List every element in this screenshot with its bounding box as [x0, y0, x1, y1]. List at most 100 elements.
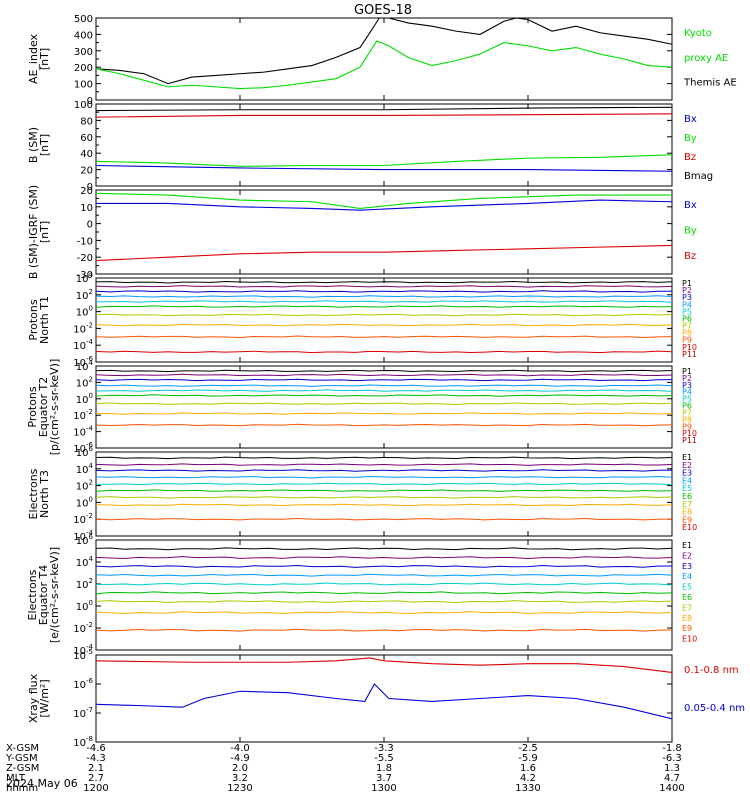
series-line — [95, 469, 673, 472]
figure-title: GOES-18 — [354, 3, 412, 18]
y-tick-label: 100 — [76, 495, 93, 509]
series-line — [95, 482, 673, 486]
legend-p6: P6 — [682, 314, 692, 323]
y-tick-label: 10-5 — [73, 648, 93, 662]
series-line — [95, 496, 673, 499]
y-tick-label: 10-2 — [73, 621, 93, 635]
x-row-value: 1300 — [371, 783, 396, 794]
series-line — [95, 113, 673, 118]
panel-bigrf: -30 -20 -10 0 10 20 B (SM)-IGRF (SM)[nT] Bx By Bz — [27, 185, 697, 281]
legend-p10: P10 — [682, 429, 697, 438]
legend-p3: P3 — [682, 293, 692, 302]
y-tick-label: 102 — [76, 479, 93, 493]
y-axis-label: Equator T2 — [37, 377, 50, 437]
series-line — [95, 350, 673, 354]
y-tick-label: 104 — [76, 555, 94, 569]
legend-e1: E1 — [682, 453, 692, 462]
y-axis-label: B (SM) — [27, 127, 40, 163]
y-tick-label: 0 — [87, 182, 93, 193]
x-row-label: Y-GSM — [5, 753, 38, 764]
series-line — [95, 192, 672, 210]
legend-p11: P11 — [682, 436, 697, 445]
y-tick-label: 100 — [74, 80, 93, 91]
series-line — [95, 611, 673, 615]
y-tick-label: 300 — [74, 47, 93, 58]
legend-e5: E5 — [682, 484, 692, 493]
y-tick-label: 10-4 — [73, 425, 93, 439]
series-line — [95, 154, 673, 167]
legend-e2: E2 — [682, 551, 692, 560]
series-line — [95, 628, 673, 632]
series-line — [95, 295, 673, 298]
y-tick-label: 100 — [76, 392, 93, 406]
y-tick-label: 20 — [80, 186, 93, 197]
legend-p3: P3 — [682, 381, 692, 390]
legend-e8: E8 — [682, 614, 692, 623]
legend-p8: P8 — [682, 329, 692, 338]
x-row-value: -1.8 — [662, 743, 682, 754]
y-tick-label: 40 — [80, 149, 93, 160]
panel-ae: 0 100 200 300 400 500 AE_index[nT] Kyoto proxy A… — [27, 14, 737, 107]
series-line — [95, 384, 673, 387]
y-axis-label: Protons — [26, 386, 39, 427]
x-axis-labels: X-GSM -4.6 -4.0 -3.3 -2.5 -1.8 Y-GSM -4.3 -4.9 -5… — [5, 743, 685, 794]
series-line — [95, 394, 673, 397]
legend-item: 0.05-0.4 nm — [684, 703, 745, 714]
y-tick-label: 10 — [80, 203, 93, 214]
legend-p8: P8 — [682, 415, 692, 424]
x-row-label: Z-GSM — [6, 763, 39, 774]
y-tick-label: 106 — [76, 533, 94, 547]
legend-item: Bx — [684, 200, 697, 211]
legend-p9: P9 — [682, 422, 692, 431]
y-tick-label: 500 — [74, 14, 93, 25]
legend-e9: E9 — [682, 624, 692, 633]
series-line — [95, 423, 673, 427]
legend-item: 0.1-0.8 nm — [684, 665, 739, 676]
y-axis-label: Electrons — [26, 569, 39, 620]
legend-item: Bz — [684, 152, 696, 163]
legend-item: proxy AE — [684, 53, 728, 64]
panel-frame — [95, 17, 673, 101]
x-row-label: hhmm — [6, 783, 38, 794]
y-tick-label: 20 — [80, 166, 93, 177]
legend-item: By — [684, 225, 697, 236]
y-tick-label: 0 — [87, 96, 93, 107]
y-axis-label: [nT] — [38, 221, 51, 243]
legend-e3: E3 — [682, 562, 692, 571]
series-line — [95, 456, 673, 460]
y-axis-label: North T1 — [38, 296, 51, 344]
legend-e6: E6 — [682, 593, 692, 602]
y-axis-label: Protons — [27, 299, 40, 340]
x-row-value: -3.3 — [374, 743, 394, 754]
legend-e5: E5 — [682, 583, 692, 592]
y-tick-label: 106 — [76, 445, 94, 459]
x-row-value: -4.3 — [86, 753, 106, 764]
legend-p10: P10 — [682, 343, 697, 352]
series-line — [95, 323, 673, 327]
series-line — [95, 591, 673, 595]
legend-item: Bmag — [684, 171, 713, 182]
y-tick-label: 102 — [76, 375, 93, 389]
x-row-value: -5.9 — [518, 753, 538, 764]
y-tick-label: 104 — [76, 359, 94, 373]
legend-p2: P2 — [682, 374, 692, 383]
series-line — [95, 657, 673, 673]
y-axis-label: North T3 — [38, 470, 51, 518]
y-tick-label: 104 — [76, 271, 94, 285]
y-tick-label: 100 — [74, 100, 93, 111]
series-line — [95, 503, 673, 507]
series-line — [95, 369, 673, 373]
series-line — [95, 285, 673, 288]
legend-e10: E10 — [682, 523, 697, 532]
series-line — [95, 683, 673, 720]
y-tick-label: 10-2 — [73, 321, 93, 335]
x-row-value: -6.3 — [662, 753, 682, 764]
x-row-value: 3.2 — [232, 773, 248, 784]
y-tick-label: 100 — [76, 599, 93, 613]
y-axis-label: B (SM)-IGRF (SM) — [27, 185, 40, 279]
